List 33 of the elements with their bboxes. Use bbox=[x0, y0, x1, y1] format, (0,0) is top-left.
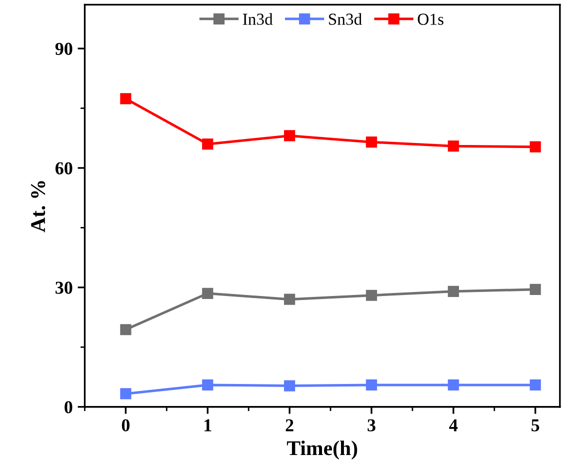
point bbox=[284, 380, 296, 392]
point bbox=[284, 130, 296, 142]
point bbox=[202, 138, 214, 150]
point bbox=[530, 141, 541, 152]
x-tick-label: 3 bbox=[368, 419, 376, 432]
y-tick-label: 90 bbox=[55, 42, 72, 55]
y-axis-title: At. % bbox=[31, 181, 46, 232]
point bbox=[448, 286, 459, 297]
point bbox=[366, 379, 378, 391]
point bbox=[120, 93, 132, 104]
point bbox=[202, 288, 214, 299]
point bbox=[448, 140, 459, 152]
x-tick-label: 1 bbox=[204, 419, 212, 432]
y-tick-label: 60 bbox=[56, 162, 72, 174]
x-tick-label: 0 bbox=[122, 419, 130, 432]
x-axis-title: Time(h) bbox=[286, 440, 358, 460]
x-tick-label: 5 bbox=[532, 419, 540, 432]
legend-label: O1s bbox=[418, 14, 444, 25]
legend-label: In3d bbox=[242, 13, 273, 25]
point bbox=[448, 379, 459, 391]
x-tick-label: 4 bbox=[449, 419, 458, 432]
point bbox=[120, 324, 132, 336]
x-tick-label: 2 bbox=[286, 419, 294, 432]
legend-label: Sn3d bbox=[328, 13, 362, 25]
point bbox=[530, 379, 541, 391]
point bbox=[120, 388, 132, 400]
point bbox=[202, 379, 214, 391]
point bbox=[366, 136, 378, 148]
point bbox=[366, 290, 378, 301]
y-tick-label: 30 bbox=[56, 282, 72, 294]
point bbox=[284, 294, 296, 305]
y-tick-label: 0 bbox=[64, 401, 72, 414]
point bbox=[530, 284, 541, 295]
